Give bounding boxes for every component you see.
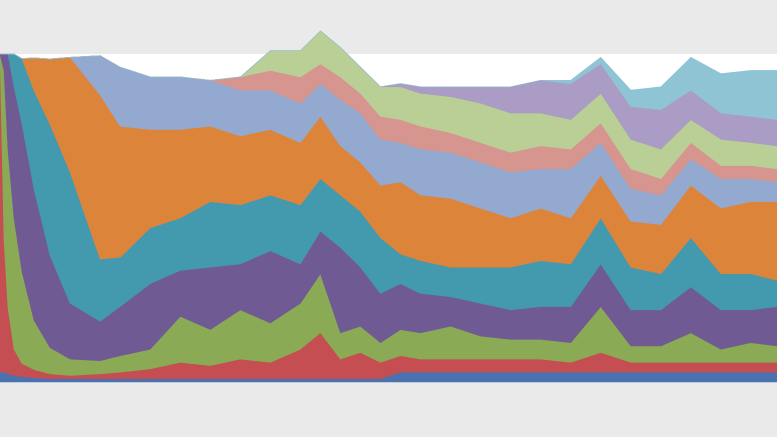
area-layers (0, 30, 777, 383)
area-series-11 (0, 30, 777, 120)
